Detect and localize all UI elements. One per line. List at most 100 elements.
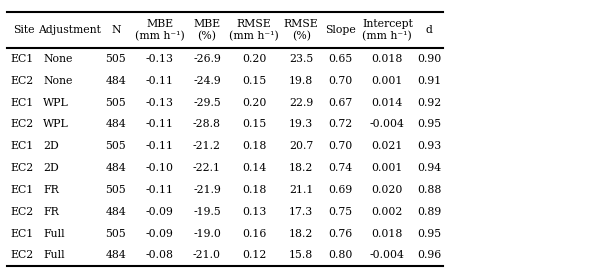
- Text: 23.5: 23.5: [289, 54, 314, 64]
- Text: -0.004: -0.004: [370, 119, 405, 129]
- Text: 0.72: 0.72: [328, 119, 352, 129]
- Text: -0.08: -0.08: [146, 250, 174, 260]
- Text: 0.95: 0.95: [417, 229, 441, 239]
- Text: -0.11: -0.11: [146, 76, 174, 86]
- Text: -0.11: -0.11: [146, 185, 174, 195]
- Text: 0.15: 0.15: [242, 76, 266, 86]
- Text: 0.16: 0.16: [242, 229, 267, 239]
- Text: 0.18: 0.18: [242, 185, 267, 195]
- Text: 22.9: 22.9: [289, 98, 314, 108]
- Text: 0.91: 0.91: [417, 76, 441, 86]
- Text: 0.96: 0.96: [417, 250, 441, 260]
- Text: Intercept
(mm h⁻¹): Intercept (mm h⁻¹): [362, 19, 413, 41]
- Text: 0.76: 0.76: [328, 229, 352, 239]
- Text: Slope: Slope: [325, 25, 356, 35]
- Text: None: None: [43, 76, 73, 86]
- Text: 0.74: 0.74: [328, 163, 352, 173]
- Text: 0.93: 0.93: [417, 141, 441, 151]
- Text: -24.9: -24.9: [193, 76, 221, 86]
- Text: 0.89: 0.89: [417, 207, 441, 217]
- Text: 0.80: 0.80: [328, 250, 352, 260]
- Text: 0.014: 0.014: [371, 98, 403, 108]
- Text: -28.8: -28.8: [193, 119, 221, 129]
- Text: 484: 484: [106, 119, 126, 129]
- Text: 505: 505: [106, 229, 126, 239]
- Text: 0.12: 0.12: [242, 250, 267, 260]
- Text: -0.13: -0.13: [146, 98, 174, 108]
- Text: -0.11: -0.11: [146, 119, 174, 129]
- Text: N: N: [111, 25, 121, 35]
- Text: EC1: EC1: [10, 54, 34, 64]
- Text: 2D: 2D: [43, 141, 59, 151]
- Text: FR: FR: [43, 207, 59, 217]
- Text: WPL: WPL: [43, 119, 69, 129]
- Text: 0.20: 0.20: [242, 98, 267, 108]
- Text: 2D: 2D: [43, 163, 59, 173]
- Text: -0.004: -0.004: [370, 250, 405, 260]
- Text: EC2: EC2: [10, 119, 34, 129]
- Text: 484: 484: [106, 76, 126, 86]
- Text: None: None: [43, 54, 73, 64]
- Text: -0.13: -0.13: [146, 54, 174, 64]
- Text: 0.69: 0.69: [328, 185, 352, 195]
- Text: 0.018: 0.018: [371, 54, 403, 64]
- Text: 0.67: 0.67: [328, 98, 352, 108]
- Text: 0.13: 0.13: [242, 207, 267, 217]
- Text: -0.10: -0.10: [146, 163, 174, 173]
- Text: 18.2: 18.2: [289, 229, 314, 239]
- Text: MBE
(%): MBE (%): [194, 19, 221, 41]
- Text: 0.70: 0.70: [328, 76, 352, 86]
- Text: EC2: EC2: [10, 163, 34, 173]
- Text: 0.90: 0.90: [417, 54, 441, 64]
- Text: Full: Full: [43, 229, 65, 239]
- Text: Site: Site: [13, 25, 34, 35]
- Text: 0.15: 0.15: [242, 119, 266, 129]
- Text: 484: 484: [106, 163, 126, 173]
- Text: 19.8: 19.8: [289, 76, 314, 86]
- Text: 484: 484: [106, 250, 126, 260]
- Text: EC1: EC1: [10, 185, 34, 195]
- Text: -21.9: -21.9: [193, 185, 221, 195]
- Text: -22.1: -22.1: [193, 163, 221, 173]
- Text: 0.002: 0.002: [371, 207, 403, 217]
- Text: EC1: EC1: [10, 98, 34, 108]
- Text: 0.92: 0.92: [417, 98, 441, 108]
- Text: EC2: EC2: [10, 207, 34, 217]
- Text: -19.0: -19.0: [193, 229, 221, 239]
- Text: d: d: [426, 25, 432, 35]
- Text: RMSE
(%): RMSE (%): [284, 19, 318, 41]
- Text: -29.5: -29.5: [193, 98, 221, 108]
- Text: EC2: EC2: [10, 76, 34, 86]
- Text: 0.70: 0.70: [328, 141, 352, 151]
- Text: 21.1: 21.1: [289, 185, 314, 195]
- Text: Full: Full: [43, 250, 65, 260]
- Text: 20.7: 20.7: [289, 141, 314, 151]
- Text: 0.18: 0.18: [242, 141, 267, 151]
- Text: 0.75: 0.75: [328, 207, 352, 217]
- Text: FR: FR: [43, 185, 59, 195]
- Text: 0.20: 0.20: [242, 54, 267, 64]
- Text: 0.020: 0.020: [371, 185, 403, 195]
- Text: 505: 505: [106, 98, 126, 108]
- Text: 0.14: 0.14: [242, 163, 266, 173]
- Text: 18.2: 18.2: [289, 163, 314, 173]
- Text: 484: 484: [106, 207, 126, 217]
- Text: 505: 505: [106, 54, 126, 64]
- Text: 505: 505: [106, 141, 126, 151]
- Text: 0.001: 0.001: [371, 76, 403, 86]
- Text: -19.5: -19.5: [193, 207, 221, 217]
- Text: 19.3: 19.3: [289, 119, 314, 129]
- Text: EC2: EC2: [10, 250, 34, 260]
- Text: RMSE
(mm h⁻¹): RMSE (mm h⁻¹): [229, 19, 279, 41]
- Text: 0.021: 0.021: [371, 141, 403, 151]
- Text: Adjustment: Adjustment: [39, 25, 101, 35]
- Text: -21.0: -21.0: [193, 250, 221, 260]
- Text: 0.88: 0.88: [417, 185, 441, 195]
- Text: -0.09: -0.09: [146, 229, 174, 239]
- Text: 505: 505: [106, 185, 126, 195]
- Text: -21.2: -21.2: [193, 141, 221, 151]
- Text: 0.94: 0.94: [417, 163, 441, 173]
- Text: 17.3: 17.3: [289, 207, 314, 217]
- Text: EC1: EC1: [10, 141, 34, 151]
- Text: -0.09: -0.09: [146, 207, 174, 217]
